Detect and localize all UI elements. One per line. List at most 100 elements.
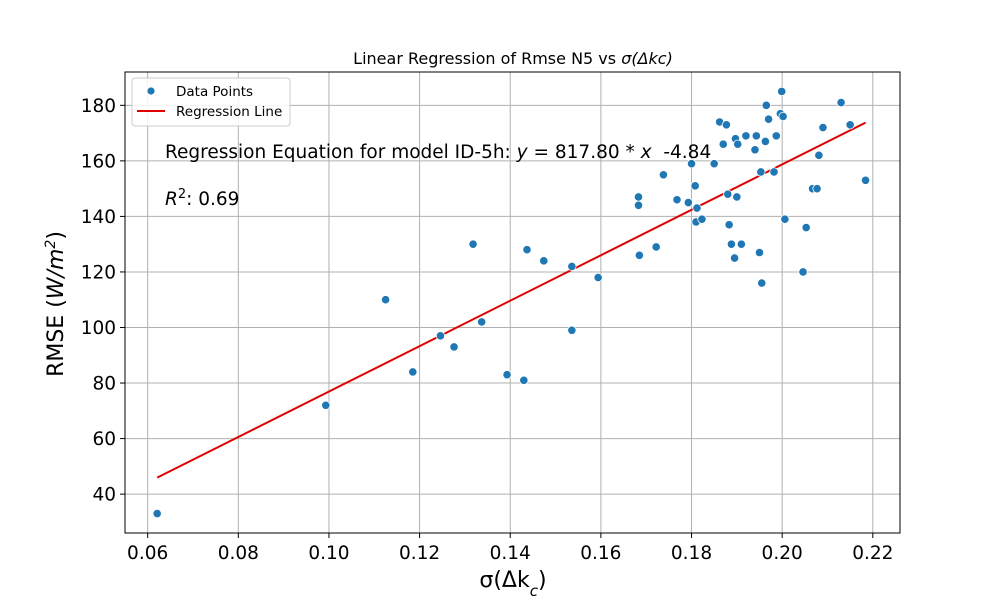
x-tick-label: 0.18 xyxy=(671,543,712,564)
data-point xyxy=(633,200,644,210)
data-point xyxy=(658,170,669,180)
data-point xyxy=(152,508,162,519)
data-point xyxy=(449,342,459,352)
data-point xyxy=(468,239,478,249)
data-point xyxy=(539,256,549,266)
legend-label-regression-line: Regression Line xyxy=(176,104,282,120)
data-point xyxy=(726,239,737,249)
y-tick-label: 140 xyxy=(81,207,116,228)
data-point xyxy=(690,181,700,191)
equation-prefix: Regression Equation for model ID-5h: xyxy=(165,142,517,163)
y-axis-label-exponent: 2 xyxy=(43,240,59,249)
data-point xyxy=(818,122,828,133)
data-point xyxy=(780,214,790,224)
data-point xyxy=(519,375,529,385)
y-tick-label: 60 xyxy=(92,429,116,450)
chart-title: Linear Regression of Rmse N5 vs σ(Δkc) xyxy=(353,49,673,68)
data-point xyxy=(757,278,767,288)
data-point xyxy=(798,267,808,277)
data-point xyxy=(732,192,742,202)
y-axis-label-text: RMSE ( xyxy=(44,299,69,377)
data-point xyxy=(593,272,603,283)
data-point xyxy=(435,331,446,341)
data-point xyxy=(724,220,734,230)
data-point xyxy=(633,192,644,202)
y-tick-label: 120 xyxy=(81,262,116,283)
chart-title-prefix: Linear Regression of Rmse N5 vs xyxy=(353,49,621,68)
y-tick-label: 160 xyxy=(81,151,116,172)
data-points-layer xyxy=(152,86,871,519)
x-tick-label: 0.14 xyxy=(490,543,531,564)
data-point xyxy=(750,145,760,155)
equation-var-y: y xyxy=(516,142,529,163)
data-point xyxy=(634,250,645,260)
regression-line-layer xyxy=(156,121,867,479)
data-point xyxy=(522,245,532,255)
r-squared-annotation: R2: 0.69 xyxy=(165,187,239,211)
y-tick-label: 80 xyxy=(92,374,116,395)
data-point xyxy=(812,184,822,194)
r2-exponent: 2 xyxy=(178,187,186,202)
chart-title-symbol: σ(Δkc) xyxy=(621,49,673,68)
data-point xyxy=(736,239,746,249)
data-point xyxy=(845,120,855,130)
data-point xyxy=(751,131,761,141)
x-tick-label: 0.06 xyxy=(127,543,168,564)
data-point xyxy=(567,261,577,271)
y-axis-label-close: ) xyxy=(44,231,69,240)
data-point xyxy=(777,86,787,97)
data-point xyxy=(477,317,487,327)
x-axis-label: σ(Δkc) xyxy=(479,568,546,600)
data-point xyxy=(771,131,781,141)
data-point xyxy=(502,370,512,380)
x-tick-label: 0.08 xyxy=(218,543,259,564)
y-axis-label: RMSE (W/m2) xyxy=(43,231,69,377)
y-tick-label: 180 xyxy=(81,96,116,117)
data-point xyxy=(723,189,733,199)
legend: Data Points Regression Line xyxy=(131,77,291,127)
data-point xyxy=(778,111,788,122)
data-point xyxy=(836,97,846,108)
x-axis-label-close: ) xyxy=(538,568,547,593)
legend-label-data-points: Data Points xyxy=(176,84,253,100)
data-point xyxy=(761,100,771,110)
data-point xyxy=(686,159,697,169)
x-tick-label: 0.12 xyxy=(399,543,440,564)
equation-middle: = 817.80 * xyxy=(528,142,641,163)
data-point xyxy=(697,214,707,224)
r2-value: : 0.69 xyxy=(186,189,239,210)
data-point xyxy=(756,167,766,177)
data-point xyxy=(860,175,871,185)
data-point xyxy=(729,253,740,263)
x-tick-label: 0.10 xyxy=(308,543,349,564)
data-point xyxy=(709,159,719,169)
grid-layer xyxy=(125,72,900,533)
data-point xyxy=(760,136,770,147)
data-point xyxy=(733,139,743,149)
data-point xyxy=(651,242,661,252)
x-tick-label: 0.22 xyxy=(852,543,893,564)
data-point xyxy=(380,295,391,305)
data-point xyxy=(718,139,728,149)
data-point xyxy=(692,203,702,213)
r2-label: R xyxy=(165,189,178,210)
regression-line xyxy=(156,121,867,479)
data-point xyxy=(721,120,732,130)
legend-marker-data-points xyxy=(146,86,156,96)
plot-frame xyxy=(124,71,901,534)
data-point xyxy=(763,114,774,124)
x-tick-label: 0.16 xyxy=(580,543,621,564)
equation-var-x: x xyxy=(640,142,653,163)
data-point xyxy=(567,325,577,335)
data-point xyxy=(741,131,751,141)
x-tick-label: 0.20 xyxy=(762,543,803,564)
data-point xyxy=(672,195,682,205)
data-point xyxy=(683,197,693,208)
y-tick-label: 40 xyxy=(92,485,116,506)
equation-suffix: -4.84 xyxy=(652,142,712,163)
data-point xyxy=(321,400,331,410)
data-point xyxy=(408,367,418,377)
axes-layer: 0.06 0.08 0.10 0.12 0.14 0.16 0.18 0.20 0.22 40 60… xyxy=(81,71,901,564)
legend-box xyxy=(131,77,291,127)
